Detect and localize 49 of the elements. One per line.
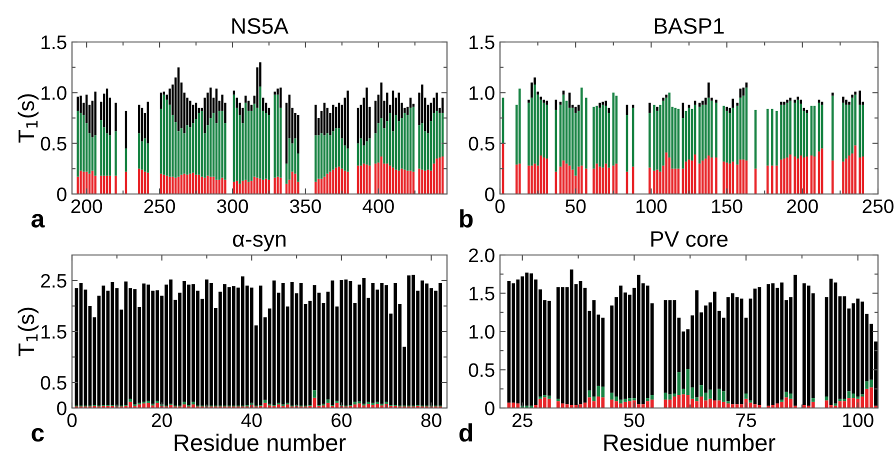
x-tick-label: 0 xyxy=(495,199,505,214)
x-tick-label: 200 xyxy=(71,199,102,214)
x-tick-label: 60 xyxy=(332,413,352,428)
y-tick-label: 1.5 xyxy=(470,286,494,300)
y-tick-label: 1.5 xyxy=(42,36,66,50)
x-tick-label: 0 xyxy=(67,413,77,428)
x-axis-title: Residue number xyxy=(604,434,776,452)
text: b xyxy=(460,209,473,228)
y-tick-label: 0 xyxy=(57,187,66,202)
text: a xyxy=(31,214,45,228)
text: d xyxy=(459,423,472,442)
y-tick-label: 0.5 xyxy=(468,136,494,151)
y-tick-label: 0 xyxy=(57,401,66,416)
x-tick-label: 25 xyxy=(512,413,532,428)
x-tick-label: 350 xyxy=(290,199,321,214)
x-tick-label: 200 xyxy=(787,199,818,214)
y-tick-label: 1.0 xyxy=(42,86,66,100)
y-axis-title: T$_{1}$(s) xyxy=(18,94,39,143)
x-tick-label: 150 xyxy=(712,199,742,214)
x-tick-label: 80 xyxy=(421,413,442,428)
chart-title: PV core xyxy=(651,231,728,247)
chart-title: α-syn xyxy=(233,234,286,252)
x-tick-label: 40 xyxy=(241,413,262,428)
y-tick-label: 2.5 xyxy=(41,274,66,288)
y-tick-label: 1.5 xyxy=(470,36,494,50)
y-tick-label: 0.5 xyxy=(40,376,66,390)
y-axis-title: T$_{1}$(s) xyxy=(18,308,39,356)
chart-title: NS5A xyxy=(232,18,288,34)
y-tick-label: 2.0 xyxy=(469,248,494,262)
x-tick-label: 50 xyxy=(624,413,644,428)
y-tick-label: 1.0 xyxy=(470,324,494,339)
x-tick-label: 100 xyxy=(843,413,874,428)
chart-title: BASP1 xyxy=(655,18,724,34)
x-tick-label: 20 xyxy=(152,413,172,428)
x-tick-label: 250 xyxy=(144,199,176,214)
y-tick-label: 0 xyxy=(485,187,494,202)
x-tick-label: 75 xyxy=(736,414,756,428)
y-tick-label: 0 xyxy=(485,401,494,416)
x-tick-label: 400 xyxy=(362,199,394,214)
text: c xyxy=(32,428,44,442)
x-tick-label: 50 xyxy=(566,199,586,214)
y-tick-label: 0.5 xyxy=(40,136,66,151)
x-tick-label: 300 xyxy=(217,199,248,214)
x-tick-label: 250 xyxy=(862,199,894,214)
y-tick-label: 0.5 xyxy=(468,363,494,377)
y-tick-label: 1.0 xyxy=(470,86,494,100)
x-tick-label: 100 xyxy=(636,199,667,214)
x-axis-title: Residue number xyxy=(174,434,346,452)
y-tick-label: 1.5 xyxy=(42,325,66,339)
